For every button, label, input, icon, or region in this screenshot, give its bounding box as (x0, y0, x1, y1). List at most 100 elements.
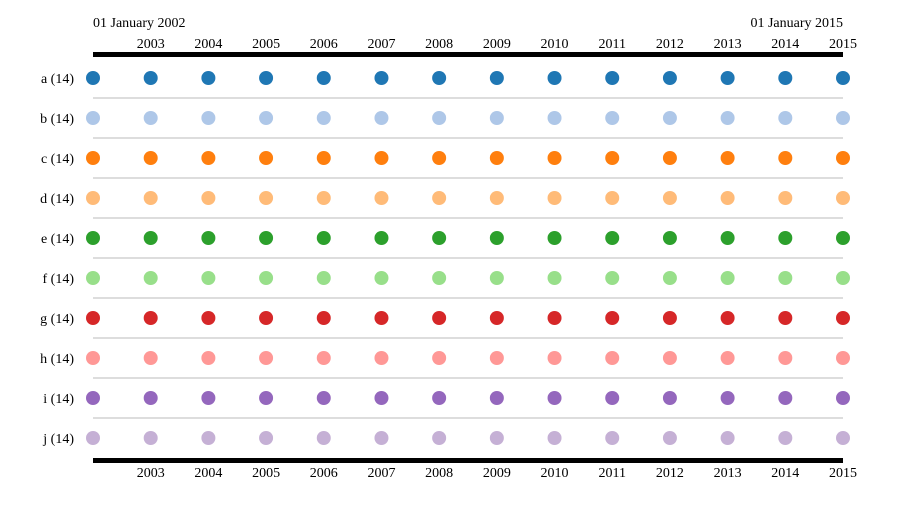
data-point (605, 431, 620, 445)
data-point (662, 431, 677, 445)
data-point (432, 71, 447, 85)
series-label: b (14) (40, 112, 74, 127)
data-point (259, 191, 274, 205)
data-point (316, 111, 331, 125)
data-point (432, 391, 447, 405)
top-tick-label: 2011 (598, 37, 625, 52)
data-point (86, 191, 100, 205)
data-point (201, 271, 216, 285)
data-point (143, 351, 158, 365)
data-point (489, 271, 504, 285)
data-point (259, 111, 274, 125)
data-point (662, 191, 677, 205)
data-point (720, 271, 735, 285)
data-point (547, 71, 562, 85)
data-point (778, 151, 793, 165)
series-label: e (14) (41, 232, 74, 247)
data-point (778, 71, 793, 85)
data-point (259, 151, 274, 165)
bottom-tick-label: 2011 (598, 466, 625, 481)
data-point (662, 391, 677, 405)
data-point (605, 311, 620, 325)
data-point (259, 231, 274, 245)
data-point (86, 311, 100, 325)
data-point (86, 151, 100, 165)
data-point (143, 111, 158, 125)
start-date-label: 01 January 2002 (93, 16, 186, 31)
bottom-tick-label: 2014 (771, 466, 799, 481)
data-point (662, 71, 677, 85)
top-tick-label: 2013 (714, 37, 742, 52)
data-point (836, 191, 850, 205)
data-point (201, 231, 216, 245)
data-point (86, 111, 100, 125)
bottom-tick-label: 2012 (656, 466, 684, 481)
series-label: f (14) (43, 272, 75, 287)
end-date-label: 01 January 2015 (750, 16, 843, 31)
data-point (432, 111, 447, 125)
data-point (259, 271, 274, 285)
data-point (547, 151, 562, 165)
data-point (86, 391, 100, 405)
data-point (201, 351, 216, 365)
data-point (259, 71, 274, 85)
top-tick-label: 2010 (541, 37, 569, 52)
data-point (432, 151, 447, 165)
bottom-tick-label: 2010 (541, 466, 569, 481)
data-point (720, 351, 735, 365)
series-row: f (14) (43, 271, 850, 299)
top-tick-label: 2003 (137, 37, 165, 52)
data-point (316, 351, 331, 365)
series-label: g (14) (40, 312, 74, 327)
data-point (316, 431, 331, 445)
data-point (86, 431, 100, 445)
bottom-tick-labels: 2003 2004 2005 2006 2007 2008 2009 2010 2011 2012… (137, 466, 857, 481)
data-point (605, 191, 620, 205)
top-tick-label: 2009 (483, 37, 511, 52)
data-point (778, 271, 793, 285)
data-point (489, 231, 504, 245)
data-point (489, 391, 504, 405)
data-point (662, 271, 677, 285)
data-point (201, 431, 216, 445)
data-point (662, 311, 677, 325)
data-point (143, 271, 158, 285)
data-point (605, 71, 620, 85)
bottom-tick-label: 2003 (137, 466, 165, 481)
data-point (836, 111, 850, 125)
data-point (489, 191, 504, 205)
data-point (547, 311, 562, 325)
data-point (778, 191, 793, 205)
data-point (432, 231, 447, 245)
data-point (143, 431, 158, 445)
series-label: d (14) (40, 192, 74, 207)
data-point (720, 191, 735, 205)
data-point (259, 391, 274, 405)
data-point (720, 431, 735, 445)
bottom-tick-label: 2008 (425, 466, 453, 481)
data-point (547, 431, 562, 445)
data-point (778, 351, 793, 365)
data-point (316, 151, 331, 165)
top-axis-bar (93, 52, 843, 57)
data-point (374, 151, 389, 165)
data-point (489, 151, 504, 165)
series-label: h (14) (40, 352, 74, 367)
top-tick-label: 2007 (367, 37, 395, 52)
data-point (547, 231, 562, 245)
data-point (316, 391, 331, 405)
bottom-tick-label: 2007 (367, 466, 395, 481)
data-point (374, 271, 389, 285)
bottom-tick-label: 2005 (252, 466, 280, 481)
series-row: b (14) (40, 111, 850, 139)
data-point (374, 111, 389, 125)
series-row: c (14) (41, 151, 850, 179)
series-row: i (14) (43, 391, 850, 419)
data-point (86, 71, 100, 85)
data-point (316, 191, 331, 205)
data-point (489, 311, 504, 325)
data-point (836, 351, 850, 365)
data-point (143, 151, 158, 165)
data-point (316, 311, 331, 325)
data-point (605, 111, 620, 125)
